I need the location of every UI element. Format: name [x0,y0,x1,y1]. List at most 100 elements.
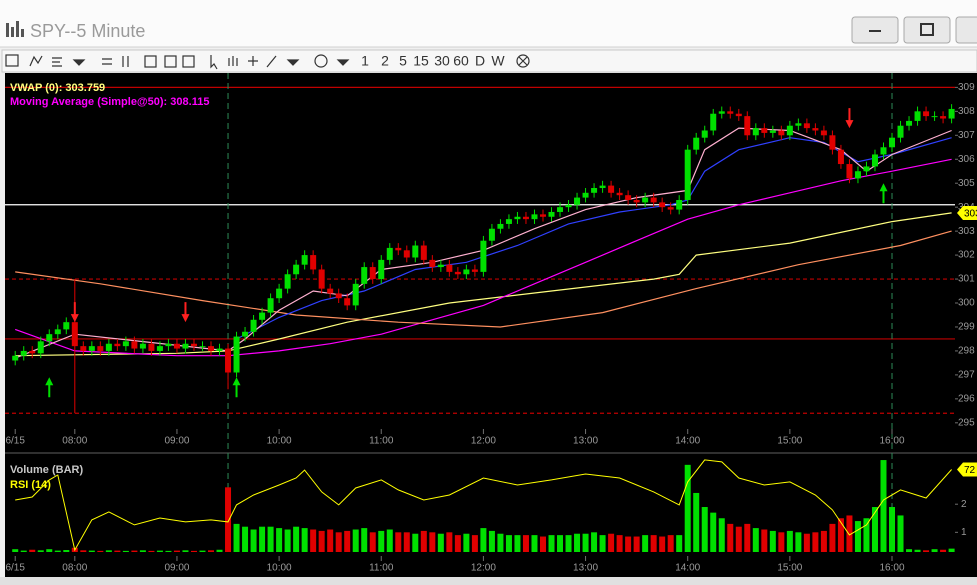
volume-bar [208,550,215,552]
volume-bar [931,549,938,552]
x-tick-label: 13:00 [573,563,598,574]
tool-dropdown[interactable] [72,59,86,66]
tool-icon[interactable] [314,54,328,68]
timeframe-button[interactable]: 60 [453,53,469,69]
title-bar [0,0,977,47]
y-tick-label: 309 [958,82,975,93]
x-tick-label: 15:00 [777,436,802,447]
tool-icon[interactable] [182,55,195,68]
timeframe-button[interactable]: 1 [361,53,369,69]
y-tick-label: 301 [958,274,975,285]
volume-bar [437,533,444,552]
y-tick-label: 305 [958,178,975,189]
tool-dropdown[interactable] [336,59,350,66]
volume-bar [88,550,95,552]
indicator-line [15,230,952,328]
tool-icon[interactable] [29,55,43,67]
x-tick-label: 15:00 [777,563,802,574]
candle-body [446,264,453,272]
volume-bar [863,518,870,552]
volume-bar [37,550,44,552]
candle-body [778,130,785,136]
candle-body [837,149,844,165]
tool-icon[interactable] [52,57,62,67]
tool-icon[interactable] [5,54,19,67]
candle-body [744,116,751,136]
sell-arrow [70,302,79,323]
volume-bar [225,487,232,552]
x-tick-label: 11:00 [369,436,394,447]
candle-body [139,343,146,349]
toolbar [1,49,977,73]
tool-icon[interactable] [516,54,530,68]
candle-body [114,343,121,347]
candle-body [829,135,836,150]
x-tick-label: 12:00 [471,436,496,447]
price-marker [957,205,977,220]
volume-bar [327,529,334,552]
volume-bar [786,530,793,552]
volume-bar [344,530,351,552]
rsi-marker [957,462,977,477]
volume-bar [854,521,861,552]
timeframe-button[interactable]: 2 [381,53,389,69]
timeframe-button[interactable]: 30 [434,53,450,69]
tool-icon[interactable] [102,58,112,65]
tool-dropdown[interactable] [286,59,300,66]
volume-bar [880,460,887,552]
volume-bar [182,550,189,552]
x-tick-label: 12:00 [471,563,496,574]
candle-body [46,334,53,342]
x-tick-label: 10:00 [267,563,292,574]
volume-bar [412,533,419,552]
tool-icon[interactable] [518,56,528,66]
candle-body [29,350,36,354]
candle-body [182,343,189,349]
candle-body [752,128,759,136]
tool-icon[interactable] [122,56,129,67]
volume-bar [233,523,240,552]
volume-bar [846,515,853,552]
y-tick-label: 303 [958,226,975,237]
timeframe-button[interactable]: 15 [413,53,429,69]
timeframe-button[interactable]: 5 [399,53,407,69]
close-button[interactable] [955,16,977,44]
legend-entry: VWAP (0): 303.759 [10,82,105,94]
volume-bar [471,535,478,552]
candle-body [190,343,197,347]
tool-icon[interactable] [228,56,238,66]
tool-icon[interactable] [164,55,177,68]
volume-bar [548,535,555,552]
timeframe-button[interactable]: D [475,53,485,69]
y-tick-label: 295 [958,417,975,428]
toolbar-icons [5,54,530,70]
candle-body [463,269,470,275]
tool-icon[interactable] [144,55,157,68]
tool-icon[interactable] [210,55,218,70]
y-tick-label: 298 [958,346,975,357]
volume-bar [105,550,112,552]
tool-icon[interactable] [266,55,277,68]
tool-icon[interactable] [248,56,258,66]
candle-body [199,346,206,348]
sell-arrow [845,108,854,129]
volume-bar [923,550,930,552]
volume-bar [727,523,734,552]
candle-body [352,283,359,306]
candle-body [437,264,444,268]
y-tick-label: 2 [961,499,967,510]
candle-body [403,250,410,258]
candle-body [131,341,138,349]
minimize-button[interactable] [851,16,899,44]
volume-bar [667,535,674,552]
candle-body [565,204,572,208]
y-tick-label: 307 [958,130,975,141]
timeframe-button[interactable]: W [491,53,505,69]
candle-body [267,298,274,313]
maximize-button[interactable] [903,16,951,44]
candle-body [80,346,87,351]
volume-bar [301,528,308,552]
candle-body [335,293,342,299]
volume-bar [829,523,836,552]
